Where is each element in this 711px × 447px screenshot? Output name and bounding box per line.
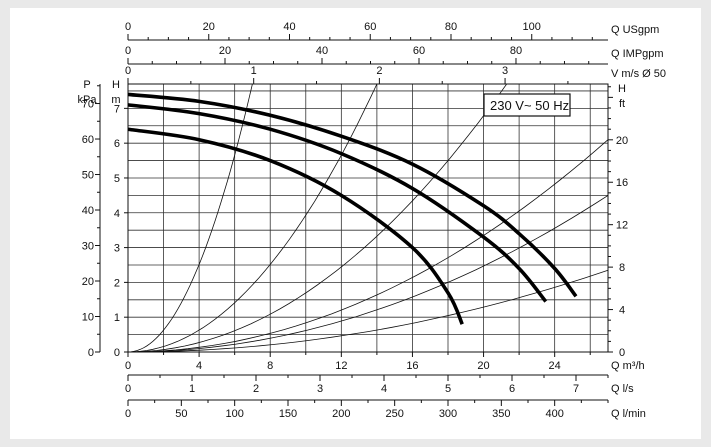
- system-curve: [127, 139, 609, 353]
- secondary-axis-label: V m/s Ø 50: [611, 68, 666, 80]
- system-curves: [127, 83, 609, 353]
- legend-box-label: 230 V~ 50 Hz: [490, 98, 569, 113]
- y-ft-unit: ft: [619, 98, 625, 110]
- y-head-tick-label: 5: [114, 173, 120, 185]
- system-curve: [127, 83, 378, 353]
- secondary-tick-label: 40: [316, 45, 328, 57]
- secondary-tick-label: 80: [510, 45, 522, 57]
- y-head-tick-label: 1: [114, 312, 120, 324]
- secondary-tick-label: 20: [203, 21, 215, 33]
- y-head-tick-label: 0: [114, 347, 120, 359]
- secondary-tick-label: 350: [492, 408, 510, 420]
- secondary-tick-label: 300: [439, 408, 457, 420]
- chart-card: 0 4 8 12 16 20 24 Q m³/h 0 20 40 60 80 100 Q USgpm 0 20 4…: [10, 8, 701, 439]
- pump-curve: [127, 127, 464, 325]
- secondary-tick-label: 7: [573, 383, 579, 395]
- y-pressure-label: P: [83, 79, 90, 91]
- y-pressure-tick-label: 10: [82, 312, 94, 324]
- y-pressure-tick-label: 70: [82, 99, 94, 111]
- secondary-tick-label: 80: [445, 21, 457, 33]
- y-head-tick-label: 4: [114, 208, 120, 220]
- secondary-tick-label: 40: [283, 21, 295, 33]
- y-pressure-tick-label: 0: [88, 347, 94, 359]
- x-tick-label: 4: [196, 360, 202, 372]
- secondary-tick-label: 20: [219, 45, 231, 57]
- secondary-tick-label: 0: [125, 408, 131, 420]
- secondary-tick-label: 100: [225, 408, 243, 420]
- y-ft-tick-label: 12: [616, 220, 628, 232]
- y-ft-tick-label: 16: [616, 177, 628, 189]
- system-curve: [127, 269, 609, 353]
- secondary-tick-label: 6: [509, 383, 515, 395]
- secondary-tick-label: 0: [125, 21, 131, 33]
- secondary-tick-label: 50: [175, 408, 187, 420]
- pump-curves: [127, 92, 578, 325]
- y-ft-tick-label: 20: [616, 135, 628, 147]
- y-pressure-tick-label: 30: [82, 241, 94, 253]
- secondary-tick-label: 60: [413, 45, 425, 57]
- x-tick-label: 0: [125, 360, 131, 372]
- legend-box: 230 V~ 50 Hz: [483, 93, 571, 117]
- pump-curve: [127, 103, 548, 303]
- system-curve: [127, 83, 253, 353]
- y-pressure-unit: kPa: [78, 94, 98, 106]
- system-curve: [127, 83, 508, 353]
- secondary-tick-label: 0: [125, 383, 131, 395]
- x-tick-label: 12: [335, 360, 347, 372]
- pump-curve: [127, 92, 578, 298]
- x-axis-label: Q m³/h: [611, 360, 645, 372]
- y-pressure-tick-label: 40: [82, 205, 94, 217]
- secondary-tick-label: 0: [125, 65, 131, 77]
- secondary-tick-label: 2: [376, 65, 382, 77]
- secondary-axis-label: Q l/s: [611, 383, 634, 395]
- secondary-tick-label: 250: [385, 408, 403, 420]
- secondary-tick-label: 1: [251, 65, 257, 77]
- secondary-tick-label: 2: [253, 383, 259, 395]
- secondary-tick-label: 200: [332, 408, 350, 420]
- y-head-label: H: [112, 79, 120, 91]
- y-pressure-tick-label: 50: [82, 170, 94, 182]
- y-ft-tick-label: 8: [619, 262, 625, 274]
- x-tick-label: 24: [549, 360, 561, 372]
- secondary-axis-label: Q IMPgpm: [611, 48, 664, 60]
- secondary-tick-label: 5: [445, 383, 451, 395]
- y-pressure-tick-label: 20: [82, 276, 94, 288]
- secondary-tick-label: 3: [317, 383, 323, 395]
- secondary-tick-label: 0: [125, 45, 131, 57]
- y-ft-label: H: [618, 83, 626, 95]
- plot-frame: [127, 83, 609, 353]
- grid: [127, 83, 609, 353]
- y-ft-tick-label: 0: [619, 347, 625, 359]
- system-curve: [127, 195, 609, 353]
- secondary-axis-label: Q l/min: [611, 408, 646, 420]
- secondary-tick-label: 60: [364, 21, 376, 33]
- y-head-tick-label: 3: [114, 243, 120, 255]
- secondary-tick-label: 4: [381, 383, 387, 395]
- secondary-tick-label: 100: [523, 21, 541, 33]
- y-head-tick-label: 6: [114, 138, 120, 150]
- secondary-tick-label: 400: [545, 408, 563, 420]
- y-head-tick-label: 2: [114, 277, 120, 289]
- x-tick-label: 8: [267, 360, 273, 372]
- y-head-tick-label: 7: [114, 103, 120, 115]
- x-tick-label: 20: [477, 360, 489, 372]
- y-pressure-tick-label: 60: [82, 134, 94, 146]
- secondary-axis-label: Q USgpm: [611, 24, 659, 36]
- y-head-unit: m: [111, 94, 120, 106]
- secondary-tick-label: 1: [189, 383, 195, 395]
- secondary-tick-label: 150: [279, 408, 297, 420]
- secondary-tick-label: 3: [502, 65, 508, 77]
- y-ft-tick-label: 4: [619, 305, 625, 317]
- x-tick-label: 16: [406, 360, 418, 372]
